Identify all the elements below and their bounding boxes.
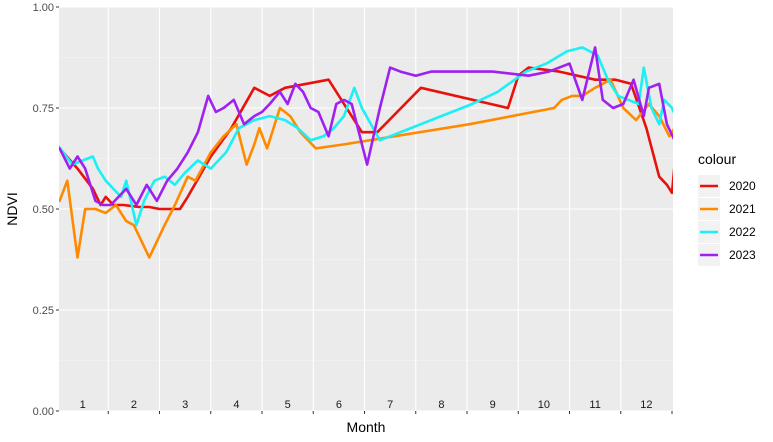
month-label: 7 bbox=[387, 399, 393, 411]
month-label: 11 bbox=[589, 399, 600, 411]
y-tick-label: 0.75 bbox=[33, 103, 54, 115]
series-line-2023 bbox=[59, 46, 673, 207]
y-tick-label: 0.50 bbox=[33, 204, 54, 216]
y-tick-label: 0.25 bbox=[33, 305, 54, 317]
legend-label-2023: 2023 bbox=[729, 248, 756, 262]
y-tick-label: 0.00 bbox=[33, 406, 54, 418]
month-labels: 1 2 3 4 5 6 7 8 9 10 11 12 bbox=[80, 399, 653, 411]
month-label: 3 bbox=[182, 399, 188, 411]
legend-label-2022: 2022 bbox=[729, 225, 756, 239]
y-axis-title: NDVI bbox=[4, 192, 20, 225]
month-label: 10 bbox=[538, 399, 550, 411]
y-tick-label: 1.00 bbox=[33, 2, 54, 14]
month-label: 9 bbox=[490, 399, 496, 411]
series-lines bbox=[59, 46, 673, 259]
month-label: 8 bbox=[438, 399, 444, 411]
legend: colour 2020 2021 2022 2023 bbox=[698, 151, 756, 266]
series-line-2022 bbox=[59, 46, 673, 227]
legend-items: 2020 2021 2022 2023 bbox=[698, 175, 756, 266]
axes: 0.00 0.25 0.50 0.75 1.00 bbox=[33, 2, 673, 418]
month-label: 5 bbox=[285, 399, 291, 411]
month-label: 2 bbox=[131, 399, 137, 411]
month-label: 1 bbox=[80, 399, 86, 411]
month-label: 4 bbox=[233, 399, 239, 411]
month-label: 12 bbox=[640, 399, 652, 411]
legend-label-2020: 2020 bbox=[729, 179, 756, 193]
month-label: 6 bbox=[336, 399, 342, 411]
x-axis-title: Month bbox=[347, 419, 386, 435]
legend-title: colour bbox=[698, 151, 736, 167]
legend-label-2021: 2021 bbox=[729, 202, 756, 216]
